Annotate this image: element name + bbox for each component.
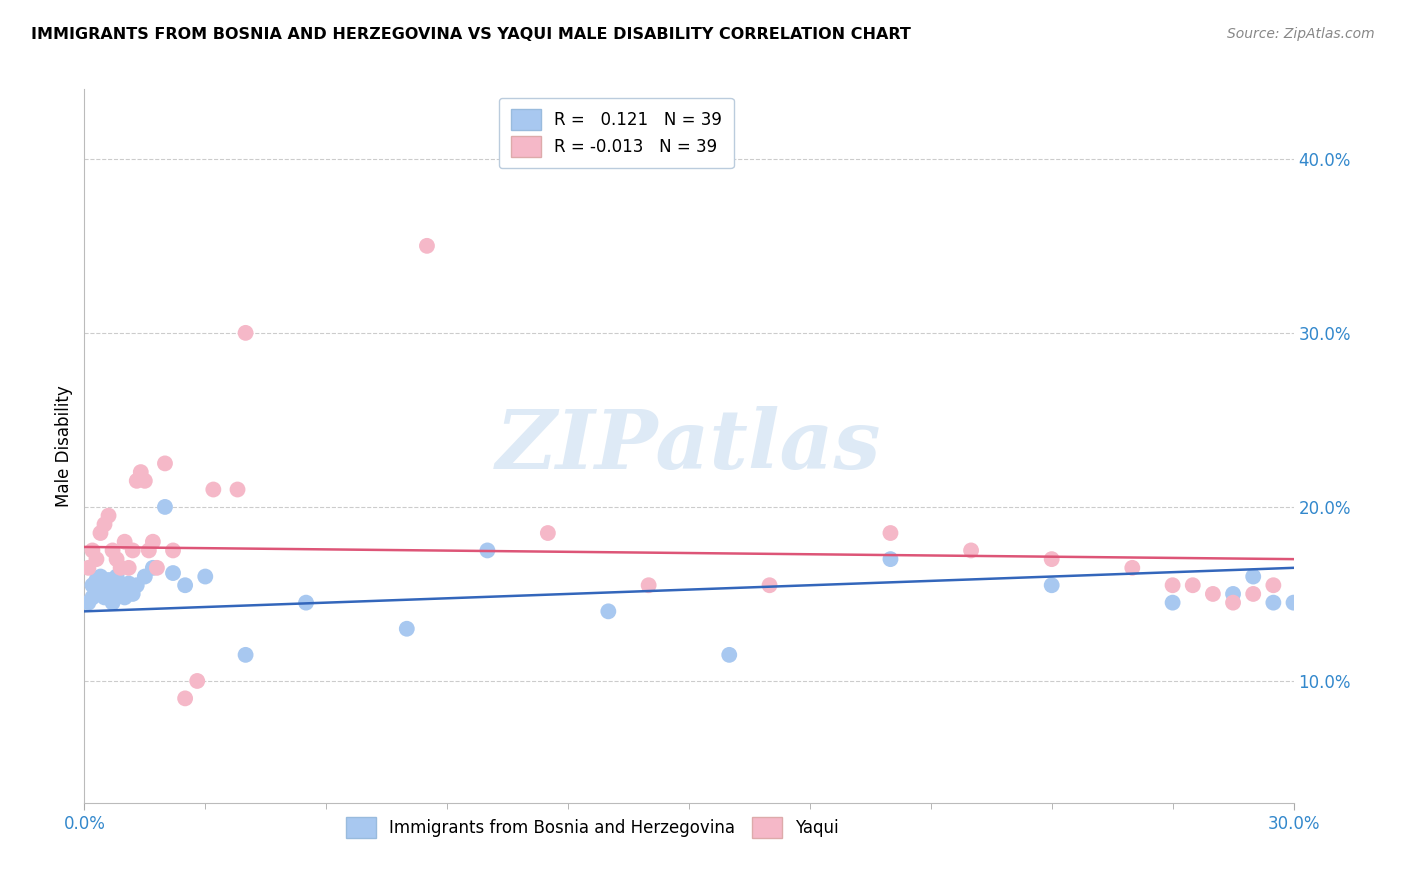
Point (86, 583, 108, 598)
Point (153, 457, 176, 471)
Y-axis label: Male Disability: Male Disability (55, 385, 73, 507)
Point (1161, 596, 1184, 610)
Point (202, 483, 225, 497)
Point (174, 691, 197, 706)
Point (174, 578, 197, 592)
Point (637, 578, 659, 592)
Point (110, 583, 132, 598)
Point (134, 569, 156, 583)
Point (121, 543, 143, 558)
Point (1181, 578, 1204, 592)
Point (121, 587, 143, 601)
Point (105, 578, 128, 592)
Point (93, 578, 115, 592)
Point (105, 569, 128, 583)
Point (114, 534, 136, 549)
Point (89, 526, 111, 541)
Point (1241, 587, 1264, 601)
Point (598, 604, 620, 618)
Point (879, 552, 901, 566)
Point (142, 534, 165, 549)
Point (477, 543, 499, 558)
Point (1121, 561, 1143, 575)
Point (1241, 569, 1264, 583)
Point (82, 578, 104, 592)
Point (82, 591, 104, 605)
Point (1222, 587, 1244, 601)
Point (1282, 596, 1305, 610)
Point (235, 648, 257, 662)
Point (101, 587, 124, 601)
Text: Source: ZipAtlas.com: Source: ZipAtlas.com (1227, 27, 1375, 41)
Point (86, 573, 108, 587)
Point (97, 583, 120, 598)
Point (89, 569, 111, 583)
Point (110, 561, 132, 575)
Point (93, 517, 115, 532)
Point (146, 561, 169, 575)
Point (82, 543, 104, 558)
Point (86, 552, 108, 566)
Point (125, 578, 148, 592)
Point (162, 543, 184, 558)
Point (138, 543, 160, 558)
Point (97, 573, 120, 587)
Point (129, 465, 152, 479)
Point (1222, 596, 1244, 610)
Point (134, 474, 156, 488)
Legend: Immigrants from Bosnia and Herzegovina, Yaqui: Immigrants from Bosnia and Herzegovina, … (339, 811, 845, 845)
Text: ZIPatlas: ZIPatlas (496, 406, 882, 486)
Point (118, 576, 141, 591)
Point (142, 561, 165, 575)
Point (395, 622, 418, 636)
Point (125, 474, 148, 488)
Point (537, 526, 560, 541)
Point (186, 673, 208, 688)
Point (1202, 587, 1225, 601)
Point (89, 587, 111, 601)
Point (960, 543, 983, 558)
Text: IMMIGRANTS FROM BOSNIA AND HERZEGOVINA VS YAQUI MALE DISABILITY CORRELATION CHAR: IMMIGRANTS FROM BOSNIA AND HERZEGOVINA V… (31, 27, 911, 42)
Point (162, 566, 184, 580)
Point (105, 552, 128, 566)
Point (1263, 596, 1285, 610)
Point (1263, 578, 1285, 592)
Point (758, 578, 780, 592)
Point (718, 648, 741, 662)
Point (879, 526, 901, 541)
Point (1040, 552, 1063, 566)
Point (93, 591, 115, 605)
Point (153, 500, 176, 514)
Point (295, 596, 318, 610)
Point (77, 561, 100, 575)
Point (1161, 578, 1184, 592)
Point (1040, 578, 1063, 592)
Point (101, 543, 124, 558)
Point (97, 508, 120, 523)
Point (416, 239, 439, 253)
Point (114, 591, 136, 605)
Point (77, 596, 100, 610)
Point (101, 596, 124, 610)
Point (118, 561, 141, 575)
Point (194, 569, 217, 583)
Point (235, 326, 257, 340)
Point (226, 483, 249, 497)
